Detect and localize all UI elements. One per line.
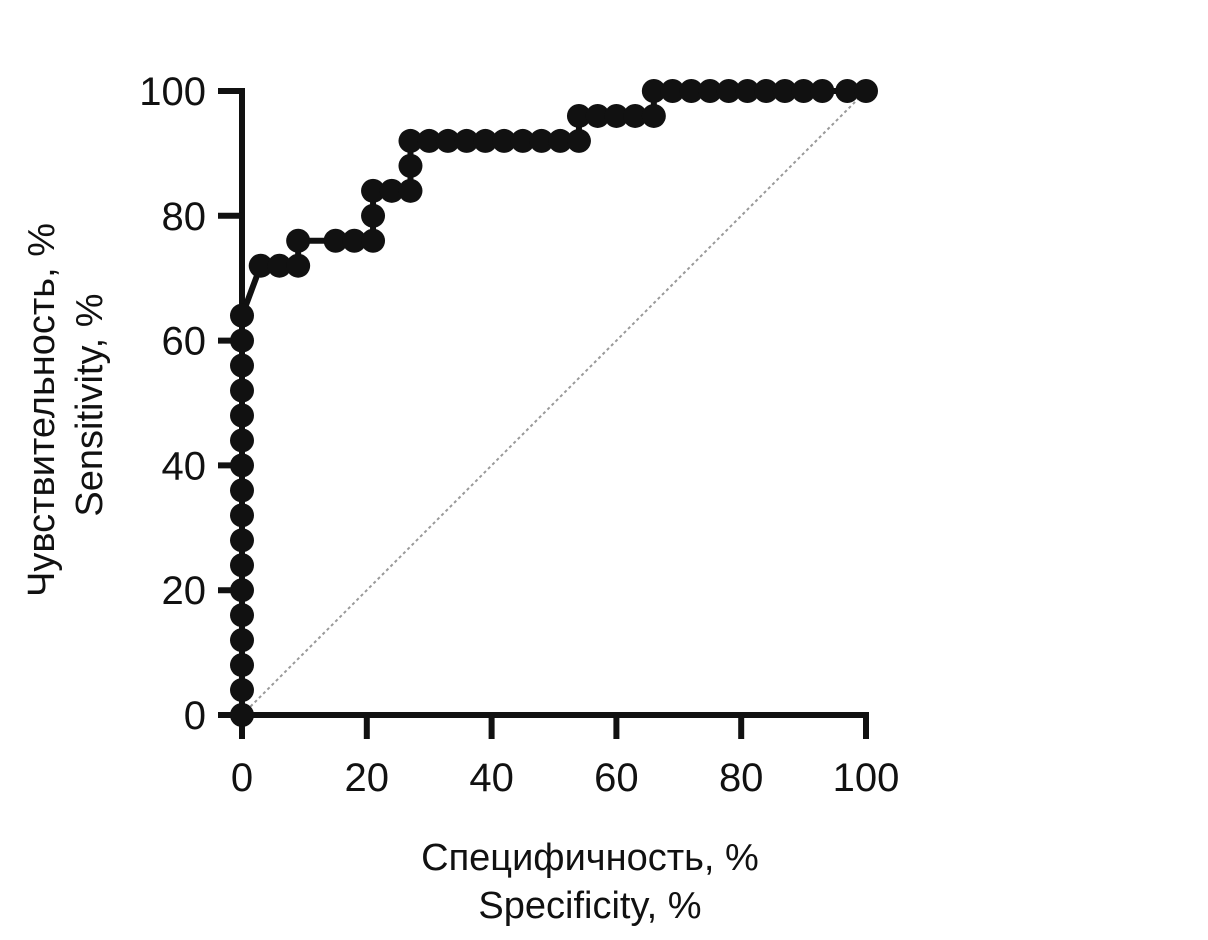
y-axis-title-line-2: Sensitivity, % bbox=[69, 293, 111, 516]
roc-point bbox=[230, 303, 254, 328]
roc-point bbox=[454, 128, 479, 153]
x-ticks: 0 20 40 60 80 100 bbox=[231, 715, 900, 800]
roc-point bbox=[641, 103, 666, 128]
y-axis-title-line-1: Чувствительность, % bbox=[21, 223, 63, 597]
y-tick-label: 0 bbox=[184, 694, 206, 738]
roc-point bbox=[230, 478, 254, 503]
roc-point bbox=[660, 79, 685, 103]
roc-point bbox=[548, 128, 573, 153]
y-tick-label: 60 bbox=[162, 320, 207, 364]
roc-point bbox=[361, 178, 386, 203]
roc-point bbox=[230, 353, 254, 378]
roc-points bbox=[230, 79, 878, 727]
roc-point bbox=[623, 103, 648, 128]
roc-point bbox=[230, 653, 254, 678]
roc-point bbox=[585, 103, 610, 128]
roc-point bbox=[230, 703, 254, 727]
roc-point bbox=[641, 79, 666, 103]
roc-point bbox=[810, 79, 835, 103]
roc-point bbox=[248, 253, 273, 278]
roc-point bbox=[286, 253, 311, 278]
y-tick-label: 20 bbox=[162, 569, 207, 613]
roc-point bbox=[361, 228, 386, 253]
x-tick-label: 20 bbox=[345, 756, 390, 800]
roc-point bbox=[791, 79, 816, 103]
y-tick-label: 80 bbox=[162, 195, 207, 239]
roc-point bbox=[230, 453, 254, 478]
roc-point bbox=[342, 228, 367, 253]
roc-point bbox=[835, 79, 860, 103]
roc-point bbox=[379, 178, 404, 203]
roc-point bbox=[230, 603, 254, 628]
roc-point bbox=[230, 528, 254, 553]
roc-point bbox=[854, 79, 878, 103]
roc-point bbox=[230, 503, 254, 528]
x-tick-label: 40 bbox=[469, 756, 514, 800]
roc-point bbox=[417, 128, 442, 153]
x-tick-label: 0 bbox=[231, 756, 253, 800]
roc-point bbox=[566, 103, 591, 128]
roc-point bbox=[529, 128, 554, 153]
roc-point bbox=[510, 128, 535, 153]
roc-point bbox=[698, 79, 722, 103]
reference-diagonal-line bbox=[241, 90, 867, 716]
roc-point bbox=[267, 253, 292, 278]
roc-point bbox=[604, 103, 629, 128]
roc-point bbox=[361, 203, 386, 228]
x-tick-label: 80 bbox=[719, 756, 764, 800]
roc-point bbox=[566, 128, 591, 153]
roc-point bbox=[398, 128, 423, 153]
x-axis-title-line-1: Специфичность, % bbox=[421, 837, 759, 879]
roc-point bbox=[772, 79, 797, 103]
roc-point bbox=[230, 578, 254, 603]
roc-point bbox=[435, 128, 460, 153]
roc-point bbox=[679, 79, 704, 103]
roc-point bbox=[230, 403, 254, 428]
roc-point bbox=[754, 79, 779, 103]
roc-point bbox=[230, 328, 254, 353]
roc-point bbox=[286, 228, 311, 253]
roc-point bbox=[735, 79, 760, 103]
roc-point bbox=[230, 553, 254, 578]
roc-point bbox=[230, 428, 254, 453]
roc-point bbox=[716, 79, 741, 103]
y-ticks: 0 20 40 60 80 100 bbox=[139, 70, 242, 738]
roc-point bbox=[230, 678, 254, 703]
roc-point bbox=[230, 378, 254, 403]
x-tick-label: 60 bbox=[594, 756, 639, 800]
roc-point bbox=[398, 153, 423, 178]
roc-point bbox=[492, 128, 517, 153]
roc-point bbox=[398, 178, 423, 203]
roc-point bbox=[473, 128, 498, 153]
roc-point bbox=[230, 628, 254, 653]
roc-point bbox=[323, 228, 348, 253]
y-tick-label: 100 bbox=[139, 70, 206, 114]
y-tick-label: 40 bbox=[162, 444, 207, 488]
x-tick-label: 100 bbox=[833, 756, 900, 800]
x-axis-title-line-2: Specificity, % bbox=[478, 885, 701, 927]
